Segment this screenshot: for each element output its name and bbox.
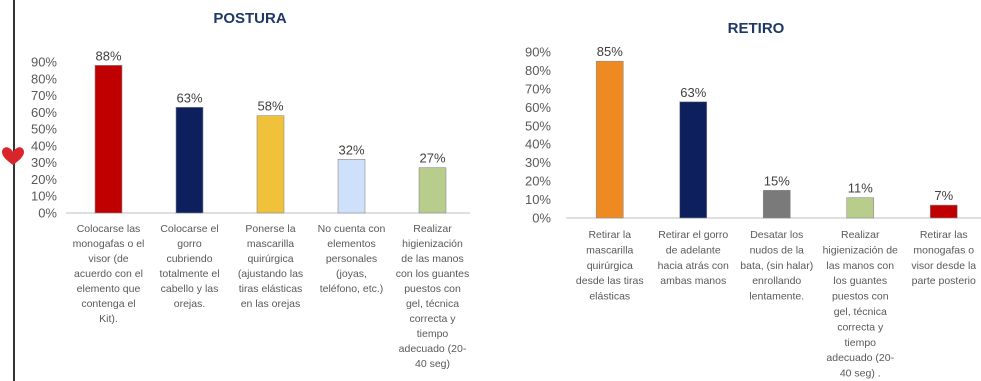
- y-tick-label: 10%: [31, 189, 57, 204]
- chart-title: RETIRO: [728, 20, 785, 37]
- y-tick-label: 0%: [38, 206, 57, 221]
- y-tick-label: 40%: [525, 137, 551, 152]
- y-tick-label: 50%: [525, 118, 551, 133]
- category-label: Desatar los nudos de la bata, (sin halar) e…: [740, 229, 813, 303]
- y-tick-label: 90%: [31, 55, 57, 70]
- y-tick-label: 50%: [31, 122, 57, 137]
- y-tick-label: 60%: [525, 100, 551, 115]
- data-label: 7%: [934, 188, 953, 203]
- category-label: Colocarse el gorro cubriendo totalmente el c…: [159, 223, 219, 310]
- category-label: No cuenta con elementos personales (joyas, t…: [318, 223, 386, 295]
- category-label: Retirar las monogafas o visor desde la part…: [911, 229, 976, 287]
- y-tick-label: 30%: [525, 155, 551, 170]
- bar: [418, 167, 447, 214]
- data-label: 63%: [176, 90, 202, 105]
- category-label: Ponerse la mascarilla quirúrgica (ajustando…: [238, 223, 303, 310]
- category-label: Colocarse las monogafas o el visor (de acue…: [73, 223, 145, 325]
- data-label: 58%: [257, 99, 283, 114]
- retiro-chart: RETIRO 0% 10% 20% 30% 40% 50% 60% 70% 80% 90% 85% Re…: [525, 20, 981, 380]
- y-tick-label: 20%: [31, 172, 57, 187]
- y-tick-label: 10%: [525, 192, 551, 207]
- chart-title: POSTURA: [213, 10, 287, 27]
- bar: [94, 65, 123, 214]
- data-label: 85%: [597, 44, 623, 59]
- bar: [175, 107, 204, 214]
- y-tick-label: 70%: [525, 81, 551, 96]
- bar: [846, 197, 875, 219]
- data-label: 63%: [680, 85, 706, 100]
- category-label: Retirar la mascarilla quirúrgica desde las …: [576, 229, 644, 303]
- y-tick-label: 80%: [525, 63, 551, 78]
- bar: [256, 115, 285, 214]
- category-label: Realizar higienización de las manos con los…: [396, 223, 470, 370]
- postura-chart: POSTURA 0% 10% 20% 30% 40%50% 60% 70% 80%90% 88% C…: [31, 10, 470, 370]
- y-tick-label: 30%: [31, 155, 57, 170]
- data-label: 32%: [338, 142, 364, 157]
- y-tick-label: 90%: [525, 45, 551, 60]
- bar: [762, 190, 791, 219]
- data-label: 15%: [764, 173, 790, 188]
- y-tick-label: 60%: [31, 105, 57, 120]
- y-tick-label: 70%: [31, 88, 57, 103]
- data-label: 88%: [95, 48, 121, 63]
- bar: [929, 204, 958, 219]
- y-tick-label: 80%: [31, 71, 57, 86]
- bar: [595, 60, 624, 219]
- y-tick-label: 20%: [525, 174, 551, 189]
- data-label: 11%: [848, 181, 873, 196]
- category-label: Retirar el gorro de adelante hacia atrás c…: [658, 229, 729, 287]
- heart-icon: [2, 147, 24, 165]
- y-tick-label: 40%: [31, 138, 57, 153]
- y-tick-label: 0%: [532, 211, 551, 226]
- category-label: Realizar higienización de las manos con los…: [823, 229, 898, 380]
- bar: [337, 159, 366, 214]
- bar: [679, 101, 708, 219]
- data-label: 27%: [419, 151, 445, 166]
